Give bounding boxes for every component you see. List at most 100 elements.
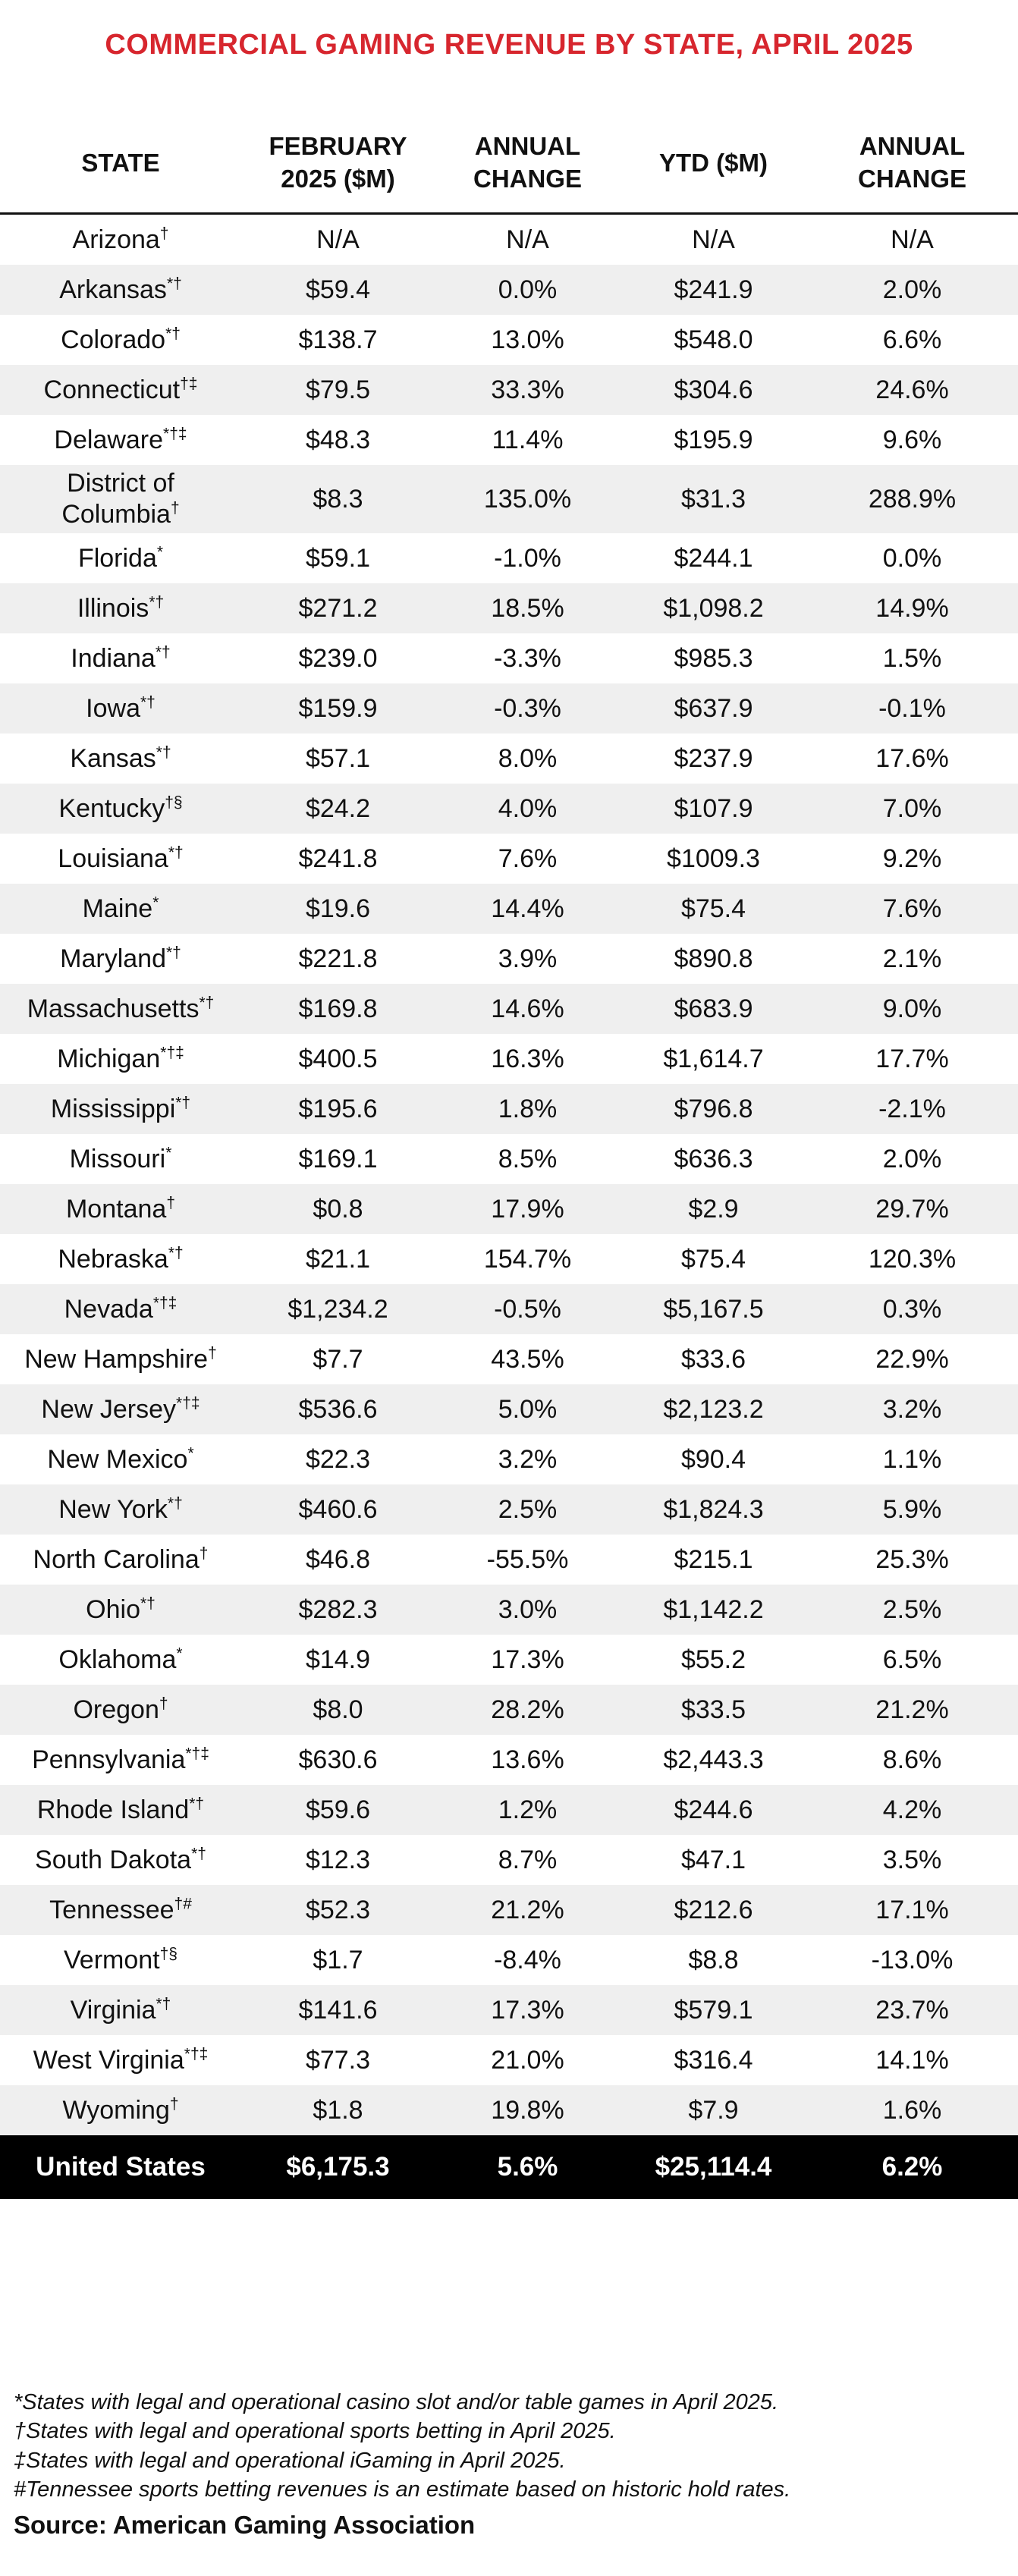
footnote-marks: *†‡ <box>160 1044 184 1062</box>
change-cell: -55.5% <box>486 1544 569 1574</box>
change-cell: 8.7% <box>498 1845 558 1874</box>
footnote-marks: *†‡ <box>152 1294 178 1312</box>
ytd-change-cell: 7.6% <box>806 884 1018 934</box>
table-row: Oregon† $8.0 28.2% $33.5 21.2% <box>0 1685 1018 1735</box>
ytd-change-cell: 0.0% <box>882 543 942 573</box>
change-cell: 21.0% <box>491 2045 564 2075</box>
header-annual-line2: CHANGE <box>473 165 582 193</box>
state-cell: Rhode Island*† <box>0 1785 241 1835</box>
state-name: Tennessee <box>49 1895 174 1924</box>
change-cell: N/A <box>506 225 549 254</box>
table-row: Oklahoma* $14.9 17.3% $55.2 6.5% <box>0 1635 1018 1685</box>
table-row: Iowa*† $159.9 -0.3% $637.9 -0.1% <box>0 683 1018 734</box>
footnote-marks: *† <box>167 1494 183 1513</box>
state-name: Louisiana <box>58 843 168 873</box>
change-cell: 135.0% <box>435 465 621 533</box>
footnote-marks: †§ <box>165 793 183 812</box>
ytd-change-cell: 2.5% <box>806 1585 1018 1635</box>
footnote-marks: †§ <box>159 1945 178 1963</box>
change-cell: -1.0% <box>494 543 561 573</box>
state-name: Illinois <box>77 593 149 623</box>
ytd-change-cell: 4.2% <box>806 1785 1018 1835</box>
footnote: #Tennessee sports betting revenues is an… <box>14 2477 791 2502</box>
month-cell: $536.6 <box>241 1384 435 1434</box>
month-cell: $271.2 <box>241 583 435 633</box>
change-cell: 11.4% <box>492 425 564 454</box>
header-state-label: STATE <box>81 148 160 177</box>
ytd-cell: N/A <box>692 225 735 254</box>
table-row: Montana† $0.8 17.9% $2.9 29.7% <box>0 1184 1018 1234</box>
month-cell: $221.8 <box>298 944 378 973</box>
change-cell: 3.9% <box>498 944 558 973</box>
table-row: Connecticut†‡ $79.5 33.3% $304.6 24.6% <box>0 365 1018 415</box>
total-state: United States <box>0 2135 241 2199</box>
footnote-marks: *† <box>168 843 184 862</box>
ytd-change-cell: 14.1% <box>875 2045 949 2075</box>
month-cell: $7.7 <box>313 1344 363 1374</box>
month-cell: $159.9 <box>241 683 435 734</box>
table-row: Pennsylvania*†‡ $630.6 13.6% $2,443.3 8.6% <box>0 1735 1018 1785</box>
state-cell: Ohio*† <box>0 1585 241 1635</box>
table-row: Kentucky†§ $24.2 4.0% $107.9 7.0% <box>0 784 1018 834</box>
footnote-marks: * <box>152 894 159 912</box>
ytd-cell: $75.4 <box>621 884 806 934</box>
state-cell: Iowa*† <box>0 683 241 734</box>
footnote-marks: *† <box>156 1995 171 2013</box>
state-cell: Virginia*† <box>0 1985 241 2035</box>
total-ytd-change: 6.2% <box>806 2135 1018 2199</box>
footnote-marks: † <box>159 225 169 243</box>
table-row: North Carolina† $46.8 -55.5% $215.1 25.3% <box>0 1535 1018 1585</box>
ytd-change-cell: 22.9% <box>875 1344 949 1374</box>
ytd-change-cell: 3.5% <box>882 1845 942 1874</box>
month-cell: $59.6 <box>241 1785 435 1835</box>
ytd-cell: $985.3 <box>674 643 753 673</box>
ytd-change-cell: 288.9% <box>806 465 1018 533</box>
footnote-marks: † <box>208 1344 217 1362</box>
state-name: Missouri <box>69 1144 166 1173</box>
ytd-change-cell: 23.7% <box>806 1985 1018 2035</box>
change-cell: 16.3% <box>491 1044 564 1073</box>
ytd-change-cell: 21.2% <box>806 1685 1018 1735</box>
footnote-marks: *† <box>140 693 156 712</box>
table-row: Illinois*† $271.2 18.5% $1,098.2 14.9% <box>0 583 1018 633</box>
header-state: STATE <box>0 114 241 215</box>
footnote-marks: *† <box>175 1094 191 1112</box>
change-cell: 7.6% <box>498 843 558 873</box>
state-name: Colorado <box>61 325 166 354</box>
header-row: STATE FEBRUARY 2025 ($M) ANNUAL CHANGE YTD… <box>0 114 1018 215</box>
ytd-change-cell: 1.1% <box>882 1444 942 1474</box>
table-header: STATE FEBRUARY 2025 ($M) ANNUAL CHANGE YTD… <box>0 114 1018 215</box>
state-cell: Oklahoma* <box>0 1635 241 1685</box>
table-total: United States $6,175.3 5.6% $25,114.4 6.… <box>0 2135 1018 2199</box>
month-cell: $22.3 <box>305 1444 371 1474</box>
state-name: Vermont <box>64 1945 160 1974</box>
month-cell: $77.3 <box>305 2045 371 2075</box>
header-ytd-annual-change: ANNUAL CHANGE <box>806 114 1018 215</box>
change-cell: 8.0% <box>498 743 558 773</box>
state-name: Ohio <box>86 1594 140 1624</box>
state-cell: New Jersey*†‡ <box>0 1384 241 1434</box>
change-cell: 19.8% <box>435 2085 621 2135</box>
ytd-cell: $33.5 <box>621 1685 806 1735</box>
state-cell: Missouri* <box>0 1134 241 1184</box>
footnote-marks: † <box>199 1544 209 1563</box>
ytd-cell: $1,142.2 <box>621 1585 806 1635</box>
table-row: Massachusetts*† $169.8 14.6% $683.9 9.0% <box>0 984 1018 1034</box>
ytd-cell: $47.1 <box>680 1845 746 1874</box>
footnote-marks: † <box>169 2095 179 2113</box>
state-cell: Mississippi*† <box>0 1084 241 1134</box>
ytd-cell: $1,824.3 <box>621 1484 806 1535</box>
ytd-cell: $304.6 <box>621 365 806 415</box>
state-name: Michigan <box>57 1044 161 1073</box>
header-annual-line1: ANNUAL <box>474 132 581 161</box>
ytd-change-cell: 25.3% <box>875 1544 949 1574</box>
footnote-marks: *†‡ <box>185 1745 209 1763</box>
month-cell: N/A <box>316 225 360 254</box>
state-cell: Florida* <box>0 533 241 583</box>
footnote: ‡States with legal and operational iGami… <box>14 2448 566 2473</box>
table-row: Nebraska*† $21.1 154.7% $75.4 120.3% <box>0 1234 1018 1284</box>
month-cell: $400.5 <box>298 1044 378 1073</box>
ytd-cell: $90.4 <box>680 1444 746 1474</box>
footnote-marks: *†‡ <box>176 1394 200 1412</box>
footnote-marks: *†‡ <box>184 2045 209 2063</box>
